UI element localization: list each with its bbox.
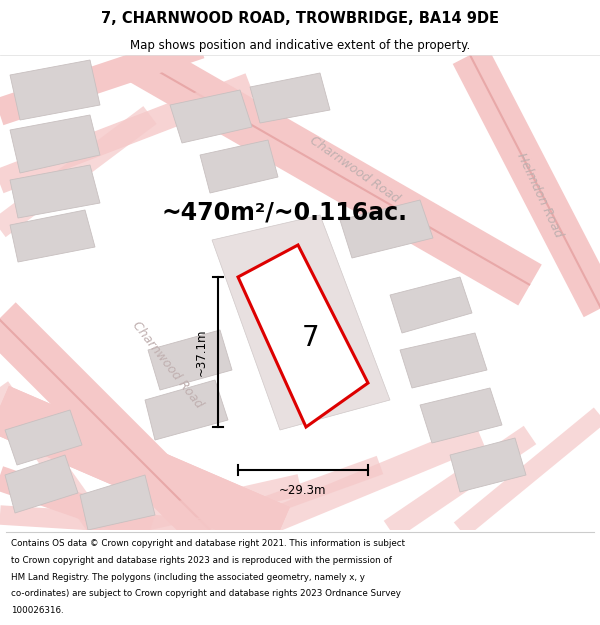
Polygon shape	[390, 277, 472, 333]
Polygon shape	[5, 455, 78, 513]
Polygon shape	[145, 380, 228, 440]
Polygon shape	[5, 410, 82, 465]
Text: Charnwood Road: Charnwood Road	[130, 319, 206, 411]
Text: 7: 7	[302, 324, 319, 352]
Polygon shape	[10, 210, 95, 262]
Text: Contains OS data © Crown copyright and database right 2021. This information is : Contains OS data © Crown copyright and d…	[11, 539, 405, 549]
Text: 100026316.: 100026316.	[11, 606, 64, 615]
Polygon shape	[212, 215, 390, 430]
Text: Map shows position and indicative extent of the property.: Map shows position and indicative extent…	[130, 39, 470, 51]
Polygon shape	[148, 330, 232, 390]
Polygon shape	[80, 475, 155, 530]
Polygon shape	[340, 200, 433, 258]
Polygon shape	[400, 333, 487, 388]
Polygon shape	[250, 73, 330, 123]
Polygon shape	[10, 165, 100, 218]
Polygon shape	[200, 140, 278, 193]
Polygon shape	[420, 388, 502, 443]
Text: ~470m²/~0.116ac.: ~470m²/~0.116ac.	[162, 201, 408, 225]
Polygon shape	[450, 438, 526, 492]
Text: to Crown copyright and database rights 2023 and is reproduced with the permissio: to Crown copyright and database rights 2…	[11, 556, 392, 565]
Polygon shape	[238, 245, 368, 427]
Text: Charnwood Road: Charnwood Road	[308, 134, 402, 206]
Polygon shape	[10, 115, 100, 173]
Text: co-ordinates) are subject to Crown copyright and database rights 2023 Ordnance S: co-ordinates) are subject to Crown copyr…	[11, 589, 401, 598]
Text: HM Land Registry. The polygons (including the associated geometry, namely x, y: HM Land Registry. The polygons (includin…	[11, 572, 365, 582]
Text: ~37.1m: ~37.1m	[195, 328, 208, 376]
Text: 7, CHARNWOOD ROAD, TROWBRIDGE, BA14 9DE: 7, CHARNWOOD ROAD, TROWBRIDGE, BA14 9DE	[101, 11, 499, 26]
Polygon shape	[10, 60, 100, 120]
Polygon shape	[170, 90, 252, 143]
Text: ~29.3m: ~29.3m	[279, 484, 327, 497]
Text: Helmdon Road: Helmdon Road	[515, 151, 565, 239]
